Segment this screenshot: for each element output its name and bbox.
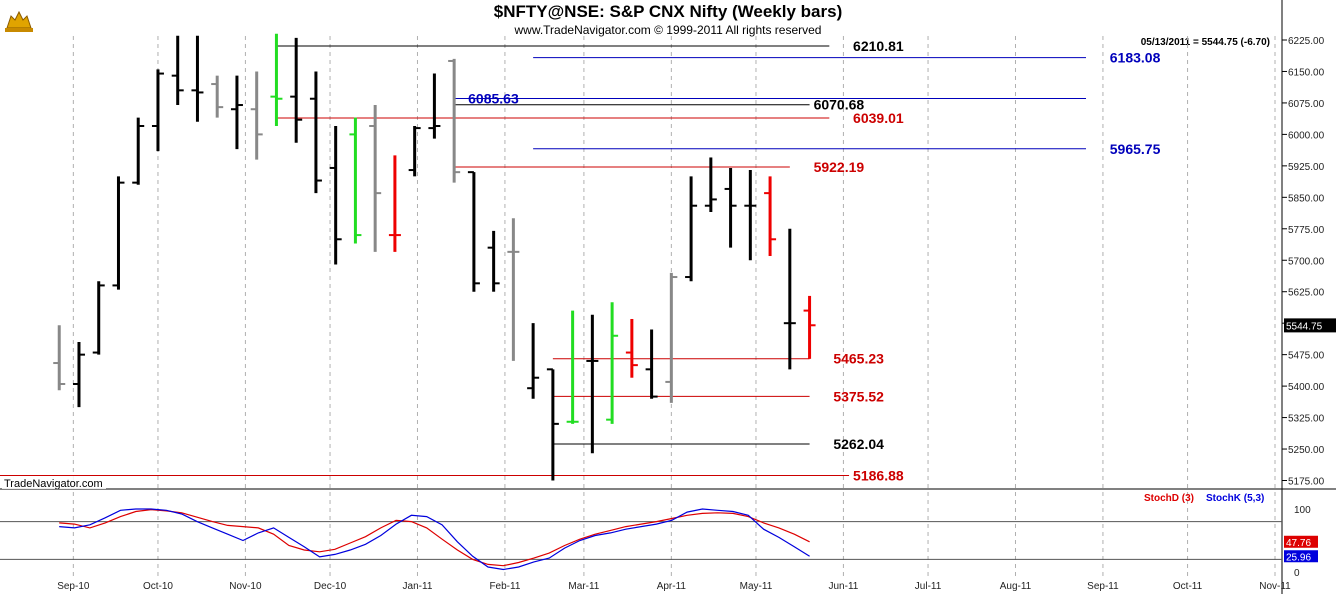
y-tick-label: 6225.00 <box>1288 36 1325 47</box>
brand-label-box <box>2 476 106 489</box>
x-tick-label: Jul-11 <box>915 581 942 592</box>
y-tick-label: 6150.00 <box>1288 67 1325 78</box>
y-tick-label: 5700.00 <box>1288 256 1325 267</box>
y-tick-label: 5475.00 <box>1288 351 1325 362</box>
level-label: 6210.81 <box>853 38 904 54</box>
level-label: 6183.08 <box>1110 50 1161 66</box>
chart-title: $NFTY@NSE: S&P CNX Nifty (Weekly bars) <box>494 2 842 21</box>
last-quote-text: 05/13/2011 = 5544.75 (-6.70) <box>1141 37 1270 48</box>
stoch-y-tick-label: 100 <box>1294 505 1311 516</box>
x-tick-label: Nov-10 <box>229 581 262 592</box>
x-tick-label: Oct-10 <box>143 581 173 592</box>
y-tick-label: 5850.00 <box>1288 193 1325 204</box>
level-label: 6039.01 <box>853 110 904 126</box>
x-tick-label: Sep-11 <box>1087 581 1119 592</box>
level-label: 5186.88 <box>853 468 904 484</box>
level-label: 5965.75 <box>1110 141 1161 157</box>
level-label: 5922.19 <box>814 159 865 175</box>
level-label: 5465.23 <box>833 351 884 367</box>
stoch-value-badge <box>1284 535 1318 548</box>
y-tick-label: 6000.00 <box>1288 130 1325 141</box>
stoch-value-badge <box>1284 550 1318 563</box>
level-label: 5262.04 <box>833 436 884 452</box>
y-tick-label: 5175.00 <box>1288 477 1325 488</box>
stoch-series-line <box>59 508 810 571</box>
x-tick-label: Nov-11 <box>1259 581 1291 592</box>
y-tick-label: 6075.00 <box>1288 99 1325 110</box>
x-tick-label: Dec-10 <box>314 581 347 592</box>
copyright-text: www.TradeNavigator.com © 1999-2011 All r… <box>514 23 822 37</box>
x-tick-label: Jun-11 <box>828 581 858 592</box>
y-tick-label: 5625.00 <box>1288 288 1325 299</box>
last-price-label: 5544.75 <box>1286 321 1323 332</box>
stoch-y-tick-label: 0 <box>1294 568 1300 579</box>
last-price-badge <box>1284 318 1336 333</box>
bull-logo-icon <box>5 10 33 32</box>
level-label: 6070.68 <box>814 97 865 113</box>
x-tick-label: Aug-11 <box>1000 581 1032 592</box>
x-tick-label: Feb-11 <box>489 581 520 592</box>
level-label: 6085.63 <box>468 90 519 106</box>
stoch-value-label: 47.76 <box>1286 538 1311 549</box>
y-tick-label: 5325.00 <box>1288 414 1325 425</box>
x-tick-label: Mar-11 <box>568 581 599 592</box>
level-label: 5375.52 <box>833 388 884 404</box>
stoch-legend-k: StochK (5,3) <box>1206 493 1264 504</box>
brand-label: TradeNavigator.com <box>4 478 103 490</box>
y-tick-label: 5400.00 <box>1288 382 1325 393</box>
stoch-legend-d: StochD (3) <box>1144 493 1194 504</box>
stoch-series-line <box>59 508 810 567</box>
stoch-value-label: 25.96 <box>1286 552 1311 563</box>
x-tick-label: Sep-10 <box>57 581 90 592</box>
x-tick-label: Oct-11 <box>1173 581 1203 592</box>
y-tick-label: 5775.00 <box>1288 225 1325 236</box>
x-tick-label: May-11 <box>740 581 773 592</box>
y-tick-label: 5250.00 <box>1288 445 1325 456</box>
x-tick-label: Apr-11 <box>657 581 687 592</box>
y-tick-label: 5925.00 <box>1288 162 1325 173</box>
x-tick-label: Jan-11 <box>403 581 433 592</box>
price-bars <box>53 33 816 481</box>
